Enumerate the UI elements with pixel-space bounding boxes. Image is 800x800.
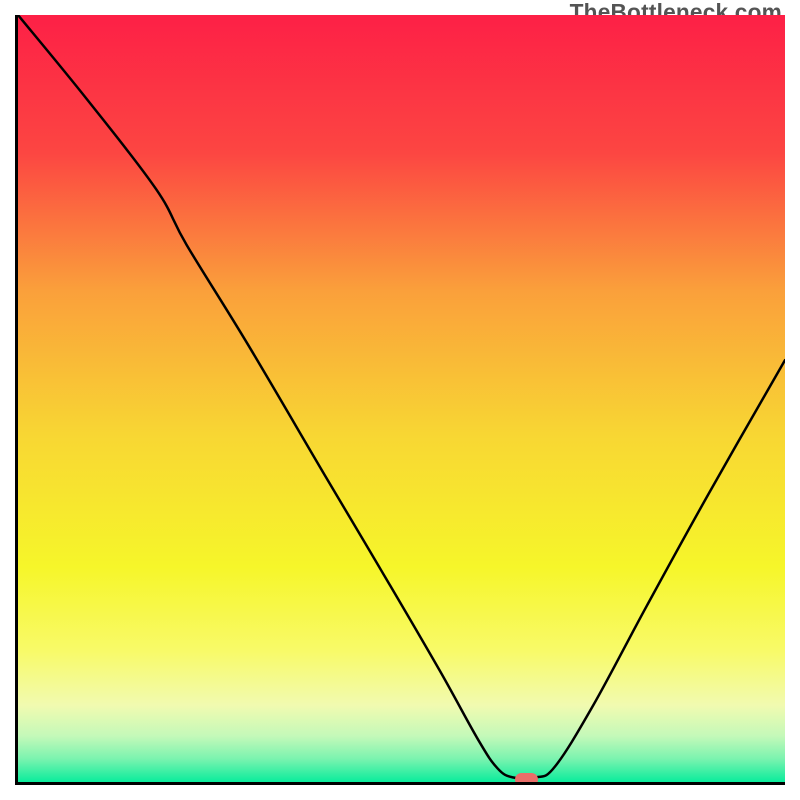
chart-container: TheBottleneck.com [0,0,800,800]
plot-area [15,15,785,785]
bottleneck-curve [18,15,785,782]
optimal-marker [515,773,538,785]
curve-path [18,15,785,779]
